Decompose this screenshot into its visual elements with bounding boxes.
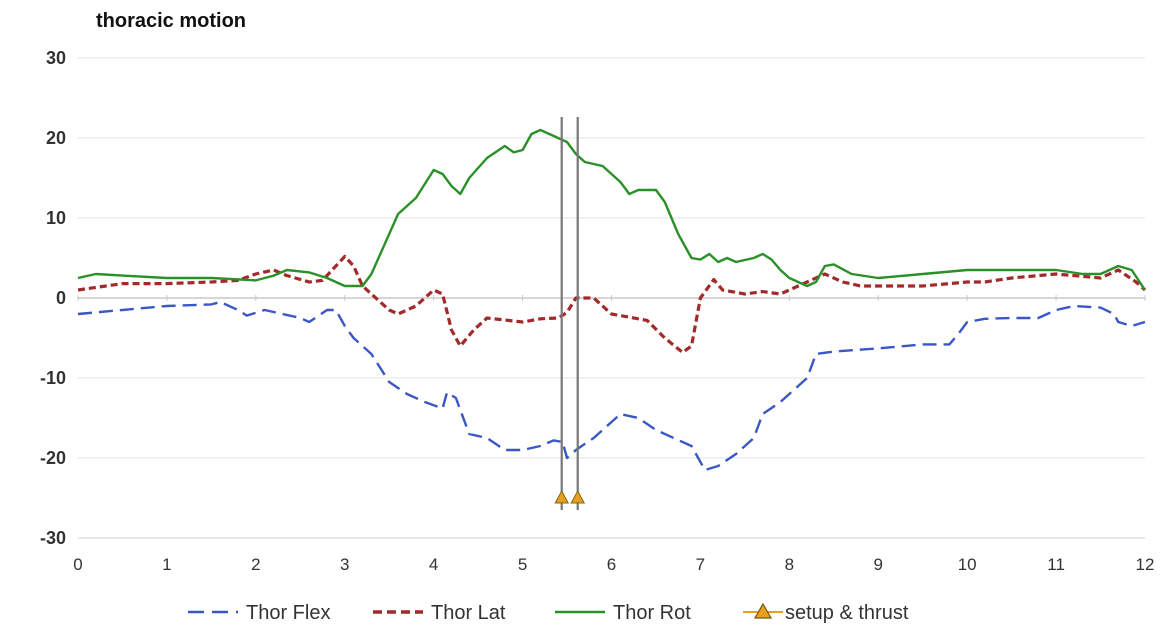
y-tick-label: 20: [46, 128, 66, 148]
x-tick-label: 11: [1047, 555, 1065, 574]
y-tick-label: 30: [46, 48, 66, 68]
legend-label-thor-rot: Thor Rot: [613, 602, 691, 624]
x-tick-label: 2: [251, 555, 260, 574]
series-group: [77, 128, 1147, 472]
series-line-thor-lat: [77, 254, 1147, 354]
x-tick-label: 0: [73, 555, 82, 574]
x-tick-label: 9: [874, 555, 883, 574]
x-tick-label: 10: [958, 555, 977, 574]
gridlines: [77, 57, 1146, 539]
event-lines: [560, 117, 579, 510]
event-markers: [554, 489, 586, 504]
setup-thrust-marker: [570, 489, 586, 504]
y-tick-label: 0: [56, 288, 66, 308]
series-line-thor-rot: [77, 128, 1146, 291]
y-tick-label: -10: [40, 368, 66, 388]
x-tick-label: 12: [1136, 555, 1155, 574]
legend: Thor Flex Thor Lat Thor Rot setup & thrust: [188, 602, 909, 624]
x-tick-label: 8: [785, 555, 794, 574]
x-tick-label: 6: [607, 555, 616, 574]
legend-label-thor-lat: Thor Lat: [431, 602, 506, 624]
series-line-thor-flex: [77, 300, 1146, 472]
y-tick-label: 10: [46, 208, 66, 228]
x-tick-label: 7: [696, 555, 705, 574]
legend-label-setup-thrust: setup & thrust: [785, 602, 909, 624]
chart-title: thoracic motion: [96, 10, 246, 32]
legend-marker-setup-thrust: [753, 602, 773, 619]
x-tick-label: 4: [429, 555, 438, 574]
setup-thrust-marker: [554, 489, 570, 504]
x-tick-label: 5: [518, 555, 527, 574]
x-tick-label: 3: [340, 555, 349, 574]
y-tick-label: -20: [40, 448, 66, 468]
x-tick-label: 1: [162, 555, 171, 574]
y-tick-label: -30: [40, 528, 66, 548]
legend-label-thor-flex: Thor Flex: [246, 602, 330, 624]
